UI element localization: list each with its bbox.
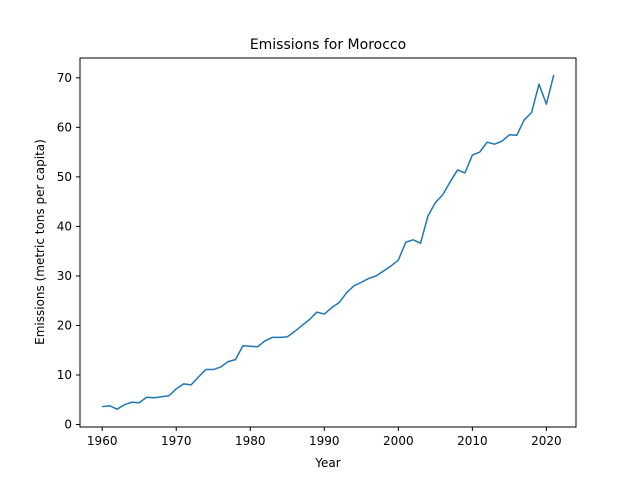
x-tick-label: 1970	[161, 434, 192, 448]
x-tick-label: 1960	[87, 434, 118, 448]
plot-area	[79, 57, 577, 428]
y-axis: 0 10 20 30 40 50 60 70	[57, 71, 80, 432]
series-line	[102, 74, 555, 410]
y-tick-label: 50	[57, 170, 72, 184]
x-tick-label: 2010	[457, 434, 488, 448]
y-tick-label: 10	[57, 368, 72, 382]
x-axis-title: Year	[314, 456, 340, 470]
y-tick-label: 30	[57, 269, 72, 283]
y-tick-label: 20	[57, 318, 72, 332]
x-tick-label: 2000	[383, 434, 414, 448]
plot-frame	[79, 57, 577, 428]
y-tick-label: 40	[57, 219, 72, 233]
x-tick-label: 2020	[531, 434, 562, 448]
y-tick-label: 0	[64, 418, 72, 432]
x-tick-label: 1990	[309, 434, 340, 448]
y-tick-label: 60	[57, 120, 72, 134]
x-tick-label: 1980	[235, 434, 266, 448]
chart-title: Emissions for Morocco	[250, 37, 406, 53]
y-tick-label: 70	[57, 71, 72, 85]
x-axis: 1960 1970 1980 1990 2000 2010 2020	[87, 427, 562, 448]
y-axis-title: Emissions (metric tons per capita)	[33, 139, 47, 345]
